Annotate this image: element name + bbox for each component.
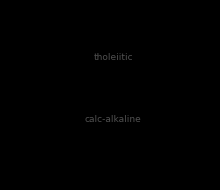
Text: tholeiitic: tholeiitic [94, 53, 133, 63]
Text: calc-alkaline: calc-alkaline [85, 115, 142, 124]
